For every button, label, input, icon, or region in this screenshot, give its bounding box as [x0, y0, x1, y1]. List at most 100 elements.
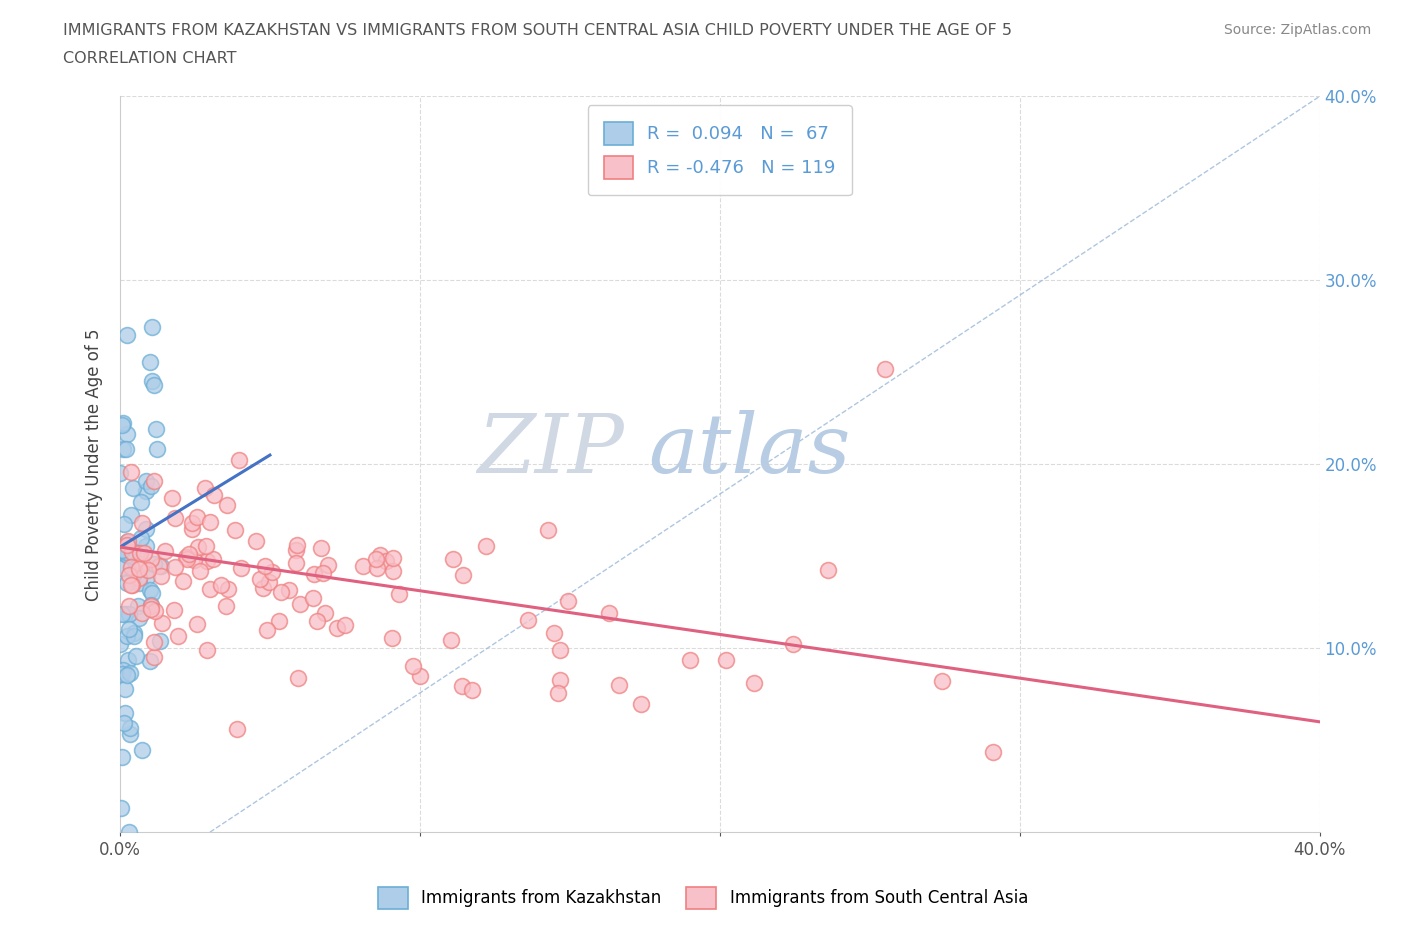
Point — [311, 566, 333, 581]
Point — [440, 632, 463, 647]
Point — [120, 561, 142, 576]
Point — [111, 442, 134, 457]
Point — [174, 550, 197, 565]
Point — [547, 685, 569, 700]
Point — [111, 606, 134, 621]
Point — [172, 574, 194, 589]
Point — [114, 706, 136, 721]
Point — [110, 800, 132, 815]
Point — [441, 551, 464, 566]
Point — [316, 557, 339, 572]
Point — [118, 598, 141, 613]
Point — [598, 605, 620, 620]
Point — [197, 643, 219, 658]
Point — [543, 625, 565, 640]
Point — [314, 605, 336, 620]
Point — [931, 673, 953, 688]
Point — [817, 563, 839, 578]
Point — [630, 697, 652, 711]
Point — [145, 421, 167, 436]
Point — [194, 480, 217, 495]
Point — [873, 361, 896, 376]
Point — [451, 568, 474, 583]
Point — [112, 517, 135, 532]
Point — [256, 623, 278, 638]
Point — [115, 442, 138, 457]
Point — [139, 599, 162, 614]
Point — [153, 543, 176, 558]
Point — [557, 593, 579, 608]
Point — [120, 465, 142, 480]
Point — [143, 556, 166, 571]
Point — [108, 466, 131, 481]
Point — [118, 607, 141, 622]
Point — [714, 652, 737, 667]
Point — [181, 515, 204, 530]
Point — [122, 629, 145, 644]
Point — [128, 611, 150, 626]
Point — [139, 654, 162, 669]
Point — [117, 629, 139, 644]
Text: atlas: atlas — [648, 409, 851, 489]
Point — [112, 662, 135, 677]
Point — [141, 602, 163, 617]
Point — [285, 538, 308, 552]
Point — [302, 591, 325, 605]
Point — [139, 597, 162, 612]
Point — [135, 474, 157, 489]
Point — [132, 546, 155, 561]
Point — [253, 559, 276, 574]
Point — [187, 539, 209, 554]
Point — [782, 637, 804, 652]
Point — [120, 665, 142, 680]
Point — [381, 551, 404, 565]
Text: CORRELATION CHART: CORRELATION CHART — [63, 51, 236, 66]
Point — [366, 551, 388, 566]
Point — [138, 582, 160, 597]
Point — [402, 658, 425, 673]
Point — [122, 626, 145, 641]
Point — [115, 538, 138, 552]
Point — [461, 683, 484, 698]
Y-axis label: Child Poverty Under the Age of 5: Child Poverty Under the Age of 5 — [86, 328, 103, 601]
Point — [163, 559, 186, 574]
Point — [131, 742, 153, 757]
Point — [382, 564, 405, 578]
Point — [302, 567, 325, 582]
Point — [200, 514, 222, 529]
Point — [202, 487, 225, 502]
Point — [352, 559, 374, 574]
Point — [679, 652, 702, 667]
Point — [112, 416, 135, 431]
Point — [149, 569, 172, 584]
Point — [311, 541, 333, 556]
Point — [177, 546, 200, 561]
Legend: R =  0.094   N =  67, R = -0.476   N = 119: R = 0.094 N = 67, R = -0.476 N = 119 — [588, 105, 852, 195]
Point — [167, 629, 190, 644]
Point — [287, 671, 309, 685]
Point — [120, 507, 142, 522]
Point — [115, 535, 138, 550]
Point — [981, 744, 1004, 759]
Point — [117, 426, 139, 441]
Point — [409, 669, 432, 684]
Point — [114, 682, 136, 697]
Point — [125, 648, 148, 663]
Point — [114, 545, 136, 560]
Point — [290, 596, 312, 611]
Point — [229, 561, 252, 576]
Point — [366, 561, 388, 576]
Point — [183, 553, 205, 568]
Point — [114, 606, 136, 621]
Point — [333, 618, 356, 632]
Point — [537, 523, 560, 538]
Text: ZIP: ZIP — [477, 409, 624, 489]
Point — [278, 583, 301, 598]
Point — [326, 620, 349, 635]
Point — [139, 551, 162, 566]
Point — [195, 553, 218, 568]
Point — [118, 720, 141, 735]
Point — [112, 716, 135, 731]
Point — [150, 559, 173, 574]
Point — [121, 544, 143, 559]
